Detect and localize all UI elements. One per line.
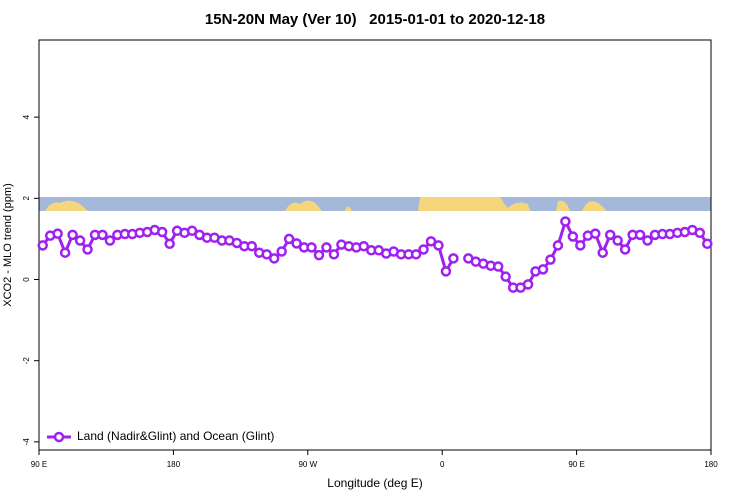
- point: [291, 238, 302, 249]
- point: [619, 244, 631, 255]
- point: [186, 225, 198, 237]
- point: [37, 240, 48, 251]
- point: [97, 229, 108, 241]
- x-tick-label: 90 W: [298, 460, 317, 469]
- point: [52, 228, 63, 239]
- map-strip: [39, 197, 711, 211]
- point: [702, 238, 713, 250]
- point: [321, 242, 332, 253]
- point: [604, 229, 616, 241]
- y-tick-label: -2: [22, 357, 31, 365]
- point: [492, 261, 504, 272]
- point: [59, 247, 71, 258]
- point: [283, 233, 295, 245]
- point: [537, 264, 549, 275]
- point: [433, 240, 444, 251]
- point: [448, 253, 459, 264]
- point: [104, 235, 116, 246]
- point: [560, 216, 571, 227]
- point: [164, 238, 175, 250]
- point: [74, 235, 86, 246]
- point: [276, 246, 287, 257]
- x-tick-label: 180: [167, 460, 181, 469]
- point: [567, 231, 579, 242]
- point: [328, 249, 340, 260]
- point: [590, 228, 601, 239]
- x-tick-label: 180: [704, 460, 718, 469]
- point: [418, 244, 429, 255]
- point: [642, 235, 653, 246]
- point: [268, 253, 280, 264]
- y-tick-label: 4: [22, 114, 31, 119]
- point: [410, 249, 422, 260]
- y-tick-label: 2: [22, 196, 31, 201]
- point: [522, 279, 534, 290]
- chart-title: 15N-20N May (Ver 10) 2015-01-01 to 2020-…: [205, 11, 545, 28]
- point: [545, 254, 556, 265]
- point: [575, 240, 586, 251]
- legend-marker: [53, 431, 65, 443]
- point: [425, 236, 437, 247]
- point: [552, 240, 564, 251]
- point: [597, 247, 608, 258]
- x-tick-label: 90 E: [31, 460, 47, 469]
- plot-frame: [38, 39, 712, 451]
- point: [500, 271, 511, 282]
- y-axis-label: XCO2 - MLO trend (ppm): [2, 183, 14, 306]
- point: [82, 244, 93, 255]
- point: [156, 226, 168, 238]
- point: [440, 266, 452, 277]
- point: [306, 242, 317, 253]
- x-tick-label: 90 E: [568, 460, 584, 469]
- point: [612, 235, 623, 246]
- point: [246, 240, 258, 252]
- point: [261, 249, 272, 260]
- x-axis-label: Longitude (deg E): [327, 476, 422, 490]
- legend-label: Land (Nadir&Glint) and Ocean (Glint): [77, 429, 274, 443]
- point: [313, 249, 325, 261]
- point: [67, 229, 78, 241]
- y-tick-label: -4: [22, 438, 31, 446]
- y-tick-label: 0: [22, 277, 31, 282]
- point: [634, 229, 646, 241]
- point: [694, 227, 706, 239]
- point: [358, 240, 370, 252]
- x-tick-label: 0: [440, 460, 445, 469]
